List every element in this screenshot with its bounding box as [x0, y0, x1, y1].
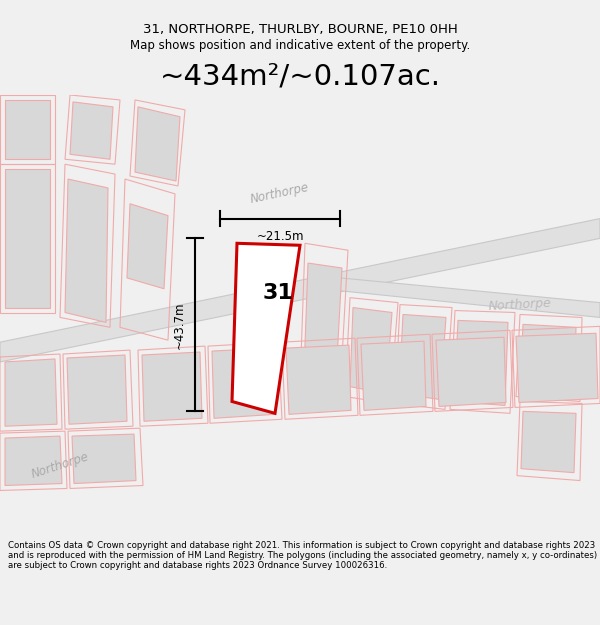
Polygon shape	[5, 100, 50, 159]
Polygon shape	[340, 278, 600, 318]
Polygon shape	[232, 243, 300, 413]
Polygon shape	[520, 324, 576, 394]
Text: Northorpe: Northorpe	[29, 450, 91, 481]
Polygon shape	[521, 411, 576, 472]
Polygon shape	[127, 204, 168, 289]
Polygon shape	[350, 308, 392, 394]
Polygon shape	[212, 348, 275, 418]
Text: ~43.7m: ~43.7m	[173, 301, 185, 349]
Polygon shape	[65, 179, 108, 322]
Polygon shape	[142, 352, 202, 421]
Polygon shape	[436, 338, 506, 406]
Text: Map shows position and indicative extent of the property.: Map shows position and indicative extent…	[130, 39, 470, 51]
Polygon shape	[5, 169, 50, 308]
Text: Northorpe: Northorpe	[250, 181, 311, 206]
Polygon shape	[361, 341, 426, 411]
Text: Contains OS data © Crown copyright and database right 2021. This information is : Contains OS data © Crown copyright and d…	[8, 541, 597, 571]
Text: 31, NORTHORPE, THURLBY, BOURNE, PE10 0HH: 31, NORTHORPE, THURLBY, BOURNE, PE10 0HH	[143, 24, 457, 36]
Text: ~21.5m: ~21.5m	[256, 230, 304, 243]
Polygon shape	[454, 321, 508, 406]
Polygon shape	[67, 355, 127, 424]
Text: 31: 31	[263, 282, 293, 302]
Polygon shape	[5, 359, 57, 426]
Polygon shape	[0, 219, 600, 362]
Polygon shape	[5, 436, 62, 486]
Polygon shape	[72, 434, 136, 484]
Polygon shape	[286, 345, 351, 414]
Polygon shape	[70, 102, 113, 159]
Polygon shape	[516, 333, 598, 402]
Polygon shape	[304, 263, 342, 378]
Text: ~434m²/~0.107ac.: ~434m²/~0.107ac.	[160, 62, 440, 90]
Polygon shape	[135, 107, 180, 181]
Text: Northorpe: Northorpe	[488, 296, 552, 312]
Polygon shape	[399, 314, 446, 399]
